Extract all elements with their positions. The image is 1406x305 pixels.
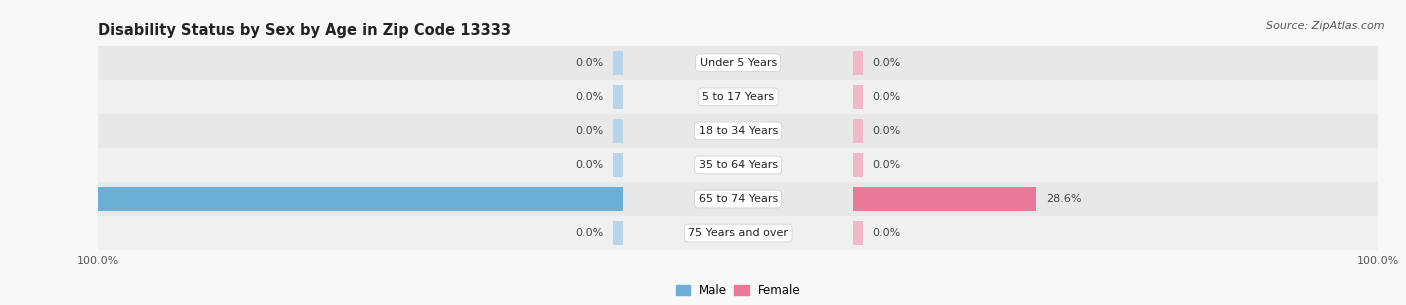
Text: 18 to 34 Years: 18 to 34 Years — [699, 126, 778, 136]
Bar — [853, 119, 863, 143]
Text: Source: ZipAtlas.com: Source: ZipAtlas.com — [1267, 21, 1385, 31]
Bar — [613, 153, 623, 177]
Text: 5 to 17 Years: 5 to 17 Years — [702, 92, 775, 102]
Text: 0.0%: 0.0% — [873, 92, 901, 102]
Bar — [98, 114, 1378, 148]
Text: Disability Status by Sex by Age in Zip Code 13333: Disability Status by Sex by Age in Zip C… — [98, 23, 512, 38]
Bar — [853, 153, 863, 177]
Bar — [853, 84, 863, 109]
Bar — [98, 148, 1378, 182]
Bar — [853, 51, 863, 75]
Bar — [853, 187, 1036, 211]
Text: 0.0%: 0.0% — [575, 126, 603, 136]
Bar — [98, 216, 1378, 250]
Text: 0.0%: 0.0% — [575, 92, 603, 102]
Text: 0.0%: 0.0% — [873, 58, 901, 68]
Text: 0.0%: 0.0% — [575, 228, 603, 238]
Bar — [98, 80, 1378, 114]
Text: 35 to 64 Years: 35 to 64 Years — [699, 160, 778, 170]
Text: 65 to 74 Years: 65 to 74 Years — [699, 194, 778, 204]
Bar — [613, 51, 623, 75]
Legend: Male, Female: Male, Female — [671, 279, 806, 301]
Bar — [613, 119, 623, 143]
Bar — [613, 221, 623, 245]
Text: 0.0%: 0.0% — [873, 160, 901, 170]
Bar — [0, 187, 623, 211]
Bar — [613, 84, 623, 109]
Text: Under 5 Years: Under 5 Years — [700, 58, 776, 68]
Text: 75 Years and over: 75 Years and over — [688, 228, 789, 238]
Text: 0.0%: 0.0% — [873, 228, 901, 238]
Bar — [853, 221, 863, 245]
Bar — [98, 46, 1378, 80]
Bar — [98, 182, 1378, 216]
Text: 0.0%: 0.0% — [575, 160, 603, 170]
Text: 28.6%: 28.6% — [1046, 194, 1081, 204]
Text: 0.0%: 0.0% — [575, 58, 603, 68]
Text: 0.0%: 0.0% — [873, 126, 901, 136]
